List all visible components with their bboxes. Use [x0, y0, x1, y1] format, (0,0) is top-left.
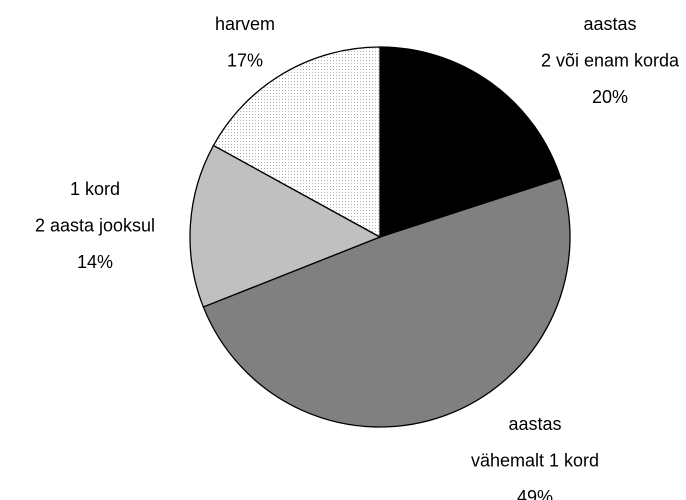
pie-slice [379, 46, 562, 238]
pie-slice [202, 177, 571, 428]
slice-value-label: 49% [517, 487, 553, 500]
slice-label: harvem [215, 14, 275, 34]
pie-slice [189, 144, 382, 308]
slice-value-label: 14% [77, 252, 113, 272]
pie-slice [212, 46, 381, 239]
slice-value-label: 20% [592, 87, 628, 107]
slice-label: 1 kord 2 aasta jooksul [35, 179, 155, 236]
slice-label: aastas 2 või enam korda [541, 14, 680, 71]
slice-value-label: 17% [227, 50, 263, 70]
slice-label: aastas vähemalt 1 kord [471, 414, 599, 471]
